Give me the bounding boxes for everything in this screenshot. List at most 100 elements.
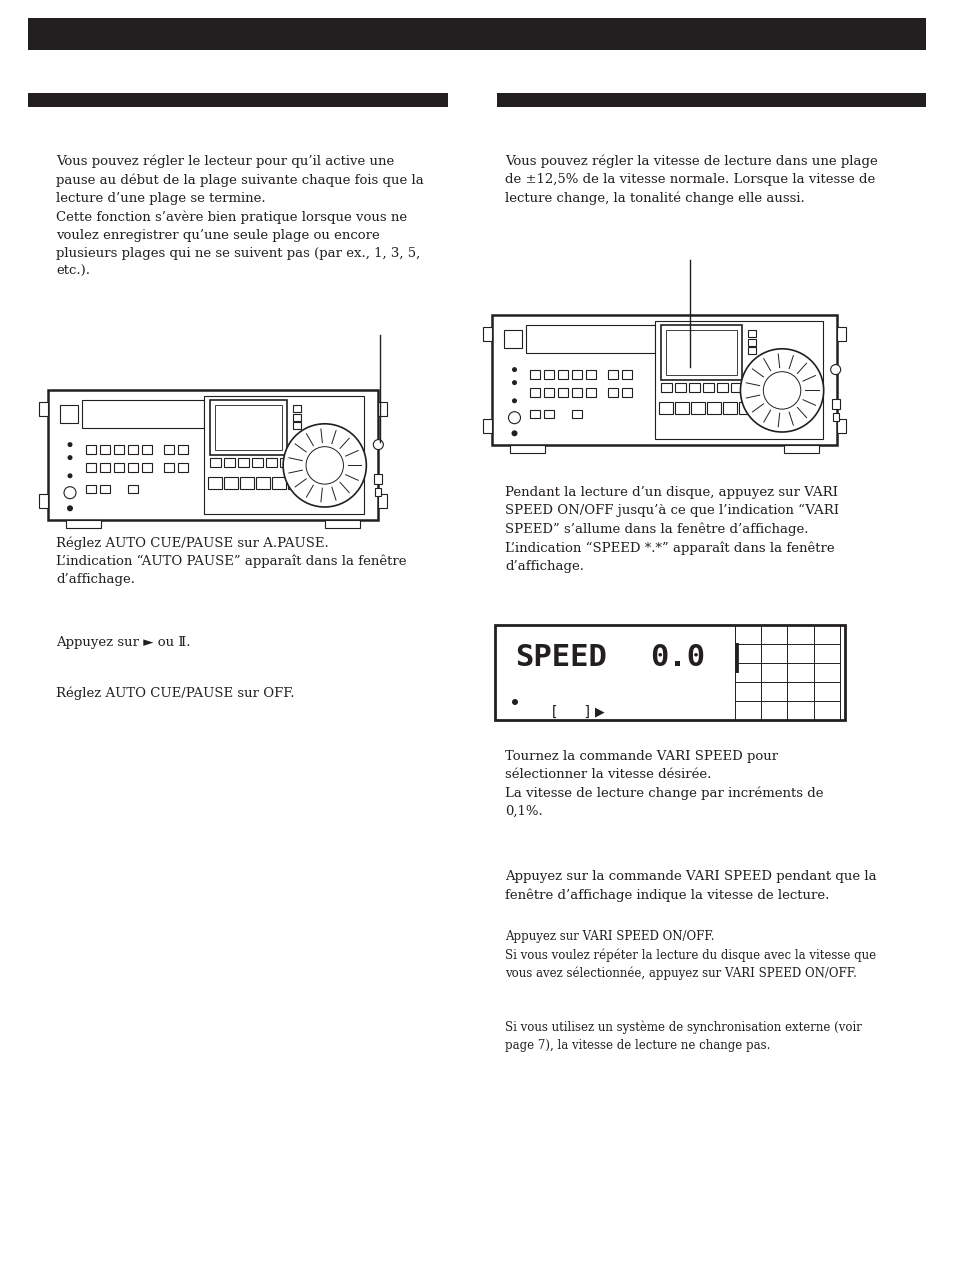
- Bar: [497, 93, 925, 107]
- Bar: [113, 463, 124, 472]
- Bar: [558, 370, 568, 379]
- Bar: [224, 458, 234, 467]
- Text: Tournez la commande VARI SPEED pour
sélectionner la vitesse désirée.
La vitesse : Tournez la commande VARI SPEED pour séle…: [504, 750, 822, 818]
- Bar: [572, 410, 582, 418]
- Text: Vous pouvez régler le lecteur pour qu’il active une
pause au début de la plage s: Vous pouvez régler le lecteur pour qu’il…: [56, 155, 423, 279]
- Text: Pendant la lecture d’un disque, appuyez sur VARI
SPEED ON/OFF jusqu’à ce que l’i: Pendant la lecture d’un disque, appuyez …: [504, 486, 839, 572]
- Bar: [48, 391, 377, 520]
- Bar: [208, 477, 221, 490]
- Bar: [608, 370, 618, 379]
- Text: ▶: ▶: [595, 705, 604, 717]
- Bar: [660, 326, 741, 379]
- Bar: [530, 388, 540, 397]
- Bar: [293, 422, 300, 429]
- Bar: [100, 463, 110, 472]
- Bar: [530, 370, 540, 379]
- Bar: [28, 93, 448, 107]
- Bar: [483, 418, 492, 432]
- Circle shape: [830, 365, 840, 374]
- Bar: [28, 18, 925, 50]
- Bar: [659, 402, 673, 415]
- Bar: [375, 488, 381, 496]
- Bar: [660, 383, 672, 392]
- Circle shape: [508, 412, 520, 424]
- Bar: [164, 463, 173, 472]
- Bar: [622, 370, 632, 379]
- Circle shape: [512, 380, 517, 385]
- Bar: [504, 329, 522, 349]
- Circle shape: [68, 473, 72, 478]
- Bar: [739, 402, 747, 415]
- Bar: [837, 327, 845, 341]
- Bar: [142, 463, 152, 472]
- Bar: [293, 406, 300, 412]
- Bar: [675, 383, 685, 392]
- Bar: [128, 485, 138, 492]
- Circle shape: [512, 368, 517, 373]
- Bar: [544, 410, 554, 418]
- Bar: [252, 458, 262, 467]
- Bar: [86, 463, 96, 472]
- Circle shape: [68, 443, 72, 446]
- Bar: [747, 338, 755, 346]
- Bar: [204, 396, 364, 514]
- Bar: [558, 388, 568, 397]
- Circle shape: [512, 398, 517, 403]
- Circle shape: [373, 440, 383, 449]
- Bar: [722, 402, 737, 415]
- Text: [   ]: [ ]: [550, 705, 591, 719]
- Bar: [82, 399, 204, 427]
- Bar: [747, 331, 755, 337]
- Bar: [747, 383, 756, 392]
- Bar: [572, 388, 582, 397]
- Bar: [544, 388, 554, 397]
- Bar: [544, 370, 554, 379]
- Bar: [214, 404, 281, 449]
- Bar: [622, 388, 632, 397]
- Bar: [210, 399, 287, 454]
- Bar: [730, 383, 741, 392]
- Bar: [142, 445, 152, 454]
- Bar: [100, 445, 110, 454]
- Bar: [60, 404, 78, 424]
- Bar: [526, 326, 655, 354]
- Circle shape: [740, 349, 822, 432]
- Bar: [655, 321, 822, 439]
- Bar: [377, 402, 387, 416]
- Bar: [86, 485, 96, 492]
- Text: Appuyez sur VARI SPEED ON/OFF.
Si vous voulez répéter la lecture du disque avec : Appuyez sur VARI SPEED ON/OFF. Si vous v…: [504, 930, 875, 981]
- Bar: [717, 383, 727, 392]
- Bar: [39, 402, 48, 416]
- Bar: [66, 520, 101, 528]
- Bar: [831, 398, 839, 408]
- Bar: [279, 458, 291, 467]
- Circle shape: [306, 446, 343, 485]
- Bar: [239, 477, 253, 490]
- Bar: [272, 477, 286, 490]
- Bar: [86, 445, 96, 454]
- Bar: [586, 388, 596, 397]
- Bar: [39, 494, 48, 508]
- Bar: [665, 329, 737, 374]
- Text: Réglez AUTO CUE/PAUSE sur A.PAUSE.
L’indication “AUTO PAUSE” apparaît dans la fe: Réglez AUTO CUE/PAUSE sur A.PAUSE. L’ind…: [56, 536, 406, 586]
- Text: Vous pouvez régler la vitesse de lecture dans une plage
de ±12,5% de la vitesse : Vous pouvez régler la vitesse de lecture…: [504, 155, 877, 205]
- Bar: [210, 458, 220, 467]
- Bar: [164, 445, 173, 454]
- Bar: [572, 370, 582, 379]
- Text: Appuyez sur la commande VARI SPEED pendant que la
fenêtre d’affichage indique la: Appuyez sur la commande VARI SPEED penda…: [504, 870, 876, 902]
- Bar: [608, 388, 618, 397]
- Circle shape: [283, 424, 366, 508]
- Bar: [492, 315, 837, 445]
- Text: Réglez AUTO CUE/PAUSE sur OFF.: Réglez AUTO CUE/PAUSE sur OFF.: [56, 686, 294, 700]
- Bar: [837, 418, 845, 432]
- Bar: [128, 445, 138, 454]
- Bar: [296, 458, 304, 467]
- Bar: [495, 625, 844, 720]
- Bar: [178, 445, 188, 454]
- Bar: [237, 458, 249, 467]
- Bar: [483, 327, 492, 341]
- Bar: [293, 413, 300, 421]
- Bar: [691, 402, 704, 415]
- Bar: [510, 445, 545, 453]
- Text: 0.0: 0.0: [649, 644, 704, 672]
